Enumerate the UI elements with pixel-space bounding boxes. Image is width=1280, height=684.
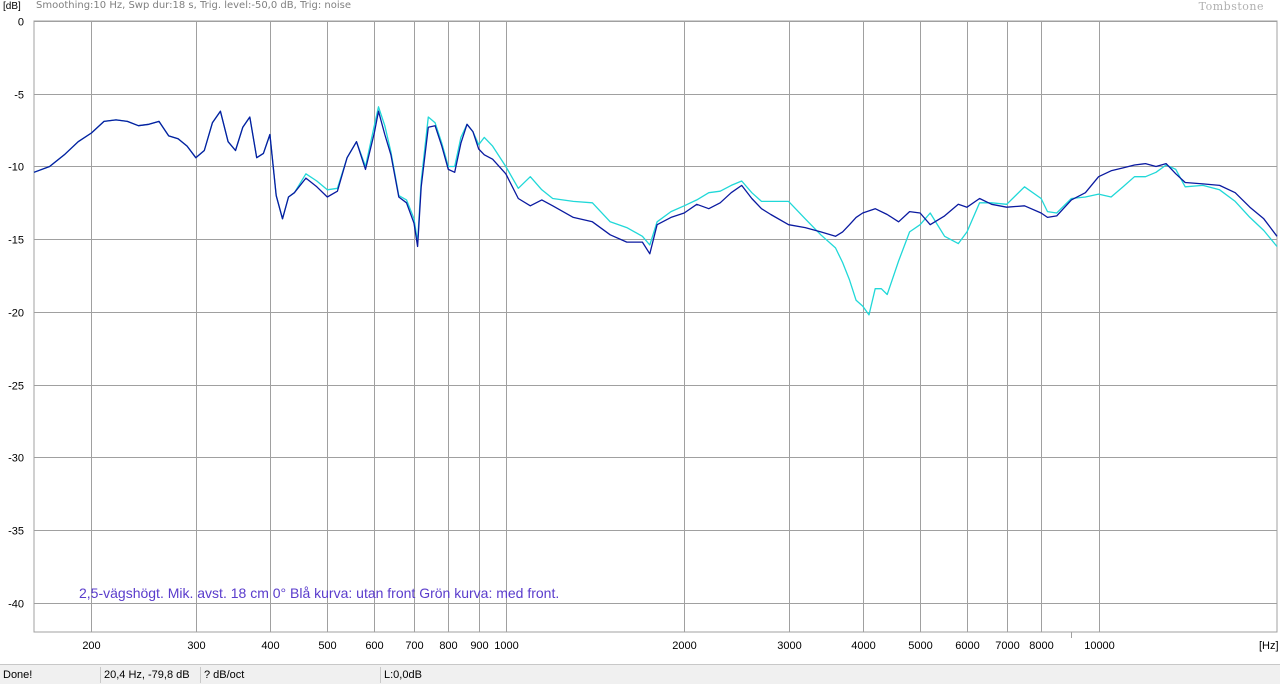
- grid: [33, 20, 1278, 638]
- y-tick-label: -30: [8, 453, 24, 465]
- y-tick-label: -35: [8, 526, 24, 538]
- frequency-response-chart[interactable]: 0 -5 -10 -15 -20 -25 -30 -35 -40 200 300 400 500 600…: [0, 0, 1280, 664]
- x-tick-label: 800: [439, 640, 457, 652]
- series-line-blue: [33, 110, 1278, 255]
- x-tick-label: 900: [470, 640, 488, 652]
- y-tick-label: -20: [8, 308, 24, 320]
- x-tick-label: 500: [318, 640, 336, 652]
- x-tick-label: 200: [82, 640, 100, 652]
- status-state: Done!: [3, 669, 33, 681]
- status-cursor-readout: 20,4 Hz, -79,8 dB: [100, 667, 200, 683]
- x-tick-label: 6000: [955, 640, 979, 652]
- y-tick-label: -40: [8, 599, 24, 611]
- y-tick-label: -10: [8, 162, 24, 174]
- status-level: L:0,0dB: [380, 667, 1280, 683]
- x-tick-label: 3000: [777, 640, 801, 652]
- y-tick-label: 0: [18, 17, 24, 29]
- series-line-cyan: [33, 106, 1278, 316]
- x-tick-label: 10000: [1084, 640, 1115, 652]
- chart-annotation: 2,5-vägshögt. Mik. avst. 18 cm 0° Blå ku…: [79, 585, 559, 601]
- x-tick-label: 5000: [908, 640, 932, 652]
- x-tick-label: 1000: [494, 640, 518, 652]
- x-tick-label: 8000: [1029, 640, 1053, 652]
- x-tick-label: 2000: [672, 640, 696, 652]
- brand-watermark: Tombstone: [1198, 0, 1264, 13]
- y-unit-label: [dB]: [3, 1, 21, 12]
- x-tick-labels: 200 300 400 500 600 700 800 900 1000 2000 3000 4000…: [82, 640, 1114, 652]
- status-bar: Done! 20,4 Hz, -79,8 dB ? dB/oct L:0,0dB: [0, 664, 1280, 684]
- y-tick-label: -5: [14, 90, 24, 102]
- x-tick-label: 7000: [995, 640, 1019, 652]
- y-tick-labels: 0 -5 -10 -15 -20 -25 -30 -35 -40: [8, 17, 24, 611]
- y-tick-label: -25: [8, 381, 24, 393]
- y-tick-label: -15: [8, 235, 24, 247]
- status-slope: ? dB/oct: [200, 667, 380, 683]
- measurement-settings: Smoothing:10 Hz, Swp dur:18 s, Trig. lev…: [36, 0, 351, 11]
- x-tick-label: 4000: [851, 640, 875, 652]
- x-unit-label: [Hz]: [1259, 640, 1279, 652]
- x-tick-label: 600: [365, 640, 383, 652]
- x-tick-label: 400: [261, 640, 279, 652]
- series-layer: [33, 106, 1278, 316]
- x-tick-label: 700: [405, 640, 423, 652]
- x-tick-label: 300: [187, 640, 205, 652]
